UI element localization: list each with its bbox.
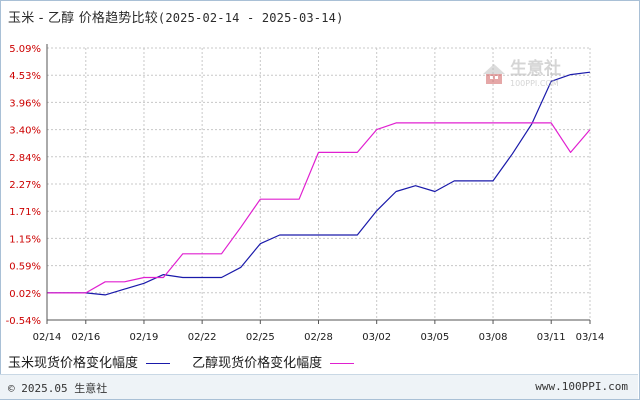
x-tick-label: 02/28 (304, 332, 333, 343)
chart-title-main: 玉米 - 乙醇 价格趋势比较 (8, 11, 158, 26)
y-tick-label: 5.09% (9, 44, 41, 55)
chart-legend: 玉米现货价格变化幅度 乙醇现货价格变化幅度 (8, 352, 372, 371)
legend-label-ethanol: 乙醇现货价格变化幅度 (192, 356, 323, 371)
x-tick-label: 03/14 (576, 332, 605, 343)
footer-bar: © 2025.05 生意社 www.100PPI.com (0, 374, 638, 399)
x-tick-label: 02/19 (130, 332, 159, 343)
y-tick-label: 4.53% (9, 71, 41, 82)
y-tick-label: 3.40% (9, 126, 41, 137)
x-tick-label: 03/05 (420, 332, 449, 343)
axes (46, 44, 591, 324)
watermark-logo: 生意社 100PPI.COM (483, 58, 561, 88)
y-tick-label: 0.02% (9, 289, 41, 300)
y-tick-label: -0.54% (6, 316, 41, 327)
x-tick-label: 02/14 (33, 332, 62, 343)
series-line-ethanol (47, 122, 591, 294)
grid-lines (47, 47, 591, 320)
watermark-name: 生意社 (510, 58, 561, 79)
y-tick-label: 1.15% (9, 234, 41, 245)
y-tick-label: 0.59% (9, 262, 41, 273)
legend-swatch-ethanol (330, 363, 355, 364)
x-tick-label: 03/11 (537, 332, 566, 343)
series-line-corn (47, 71, 591, 296)
y-tick-label: 2.84% (9, 153, 41, 164)
y-tick-labels: -0.54% 0.02% 0.59% 1.15% 1.71% 2.27% 2.84% 3.40… (6, 44, 41, 327)
footer-copyright: © 2025.05 生意社 (8, 382, 108, 395)
y-tick-label: 2.27% (9, 180, 41, 191)
y-tick-label: 3.96% (9, 98, 41, 109)
x-tick-label: 02/22 (188, 332, 217, 343)
watermark-url: 100PPI.COM (510, 79, 559, 88)
x-tick-label: 03/08 (479, 332, 508, 343)
x-tick-label: 03/02 (362, 332, 391, 343)
watermark-house-icon (483, 64, 505, 84)
legend-item-corn: 玉米现货价格变化幅度 (8, 352, 171, 371)
legend-label-corn: 玉米现货价格变化幅度 (8, 356, 139, 371)
x-tick-label: 02/16 (71, 332, 100, 343)
footer-link[interactable]: www.100PPI.com (535, 380, 628, 393)
legend-swatch-corn (146, 363, 171, 364)
series-lines (47, 71, 591, 296)
chart-title: 玉米 - 乙醇 价格趋势比较(2025-02-14 - 2025-03-14) (8, 7, 344, 26)
x-tick-labels: 02/14 02/16 02/19 02/22 02/25 02/28 03/02 03/05… (33, 332, 605, 343)
y-tick-label: 1.71% (9, 207, 41, 218)
chart-title-range: (2025-02-14 - 2025-03-14) (157, 11, 344, 25)
legend-item-ethanol: 乙醇现货价格变化幅度 (192, 352, 355, 371)
x-tick-label: 02/25 (246, 332, 275, 343)
